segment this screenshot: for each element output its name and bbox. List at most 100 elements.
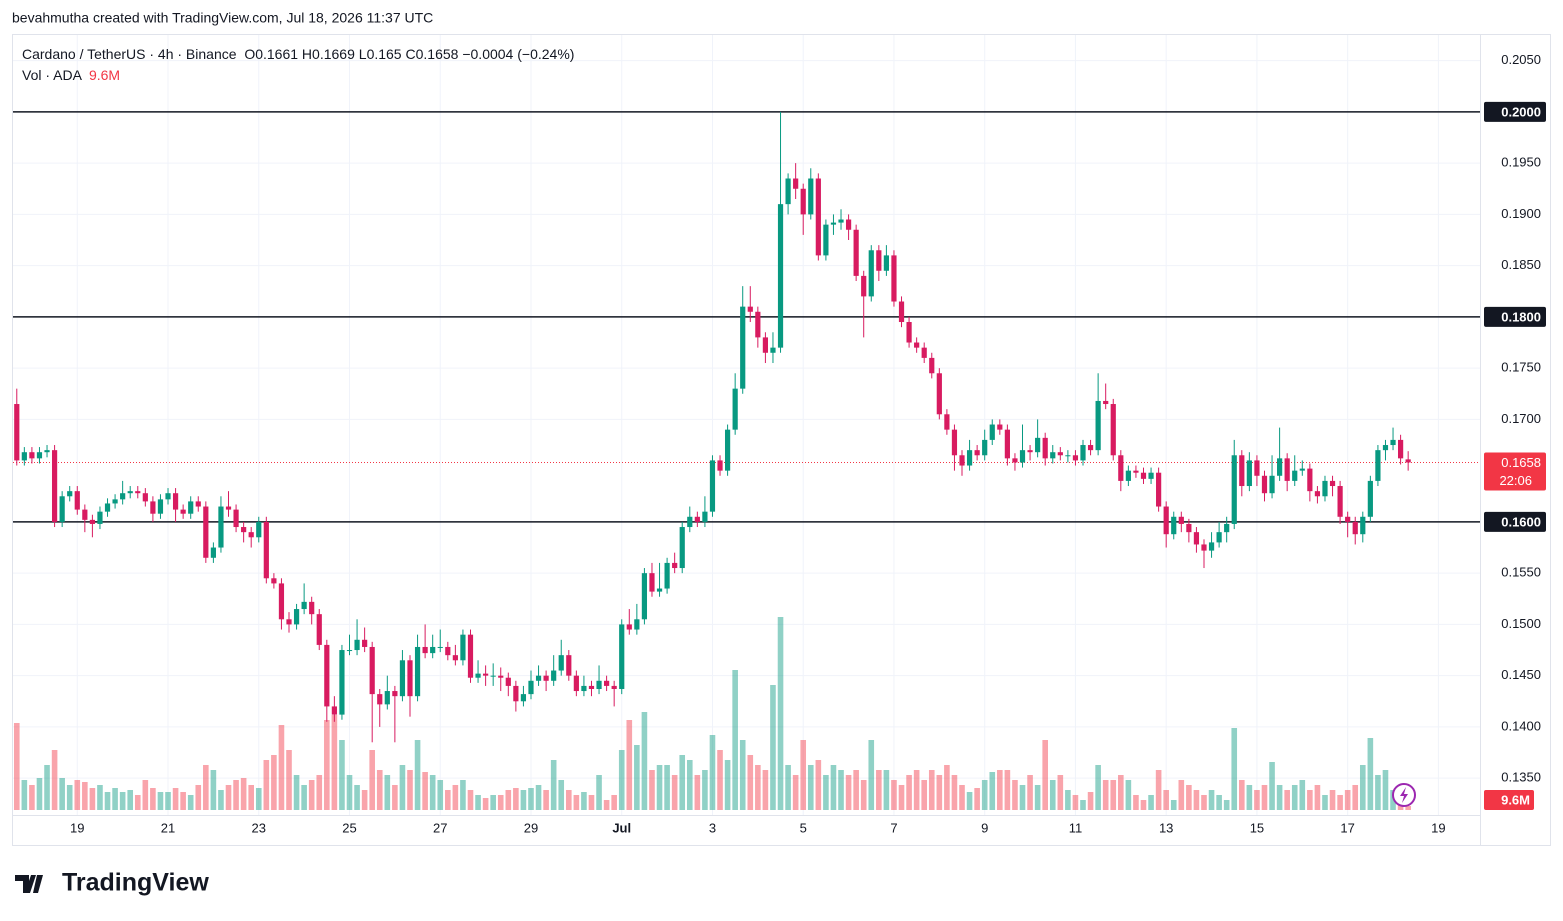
candle-body xyxy=(505,677,511,686)
ohlc-value: 0.1658 xyxy=(415,46,459,62)
candle-body xyxy=(384,691,390,705)
volume-bar xyxy=(59,778,65,810)
x-tick-label: 25 xyxy=(342,820,356,835)
candle-body xyxy=(1140,472,1147,479)
candle-body xyxy=(898,301,905,323)
candle-body xyxy=(309,601,315,615)
volume-bar xyxy=(44,765,50,810)
volume-bar xyxy=(815,760,822,810)
volume-bar xyxy=(709,735,716,810)
candle-body xyxy=(808,178,814,215)
volume-bar xyxy=(1133,795,1139,810)
volume-bar xyxy=(732,670,738,810)
volume-bar xyxy=(271,755,277,810)
candle-body xyxy=(1095,400,1101,451)
candle-body xyxy=(1133,470,1139,473)
candle-body xyxy=(135,491,141,494)
volume-bar xyxy=(316,775,323,810)
candle-body xyxy=(29,452,35,459)
candle-body xyxy=(1246,460,1252,487)
volume-bar xyxy=(66,785,73,810)
candle-body xyxy=(1186,523,1192,533)
volume-bar xyxy=(21,780,28,810)
volume-bar xyxy=(1004,770,1011,810)
volume-bar xyxy=(36,778,43,810)
line-label-box xyxy=(1484,511,1546,532)
volume-bar xyxy=(1405,806,1411,810)
volume-bar xyxy=(777,617,784,810)
legend: Cardano / TetherUS · 4h · Binance O0.166… xyxy=(22,44,574,86)
volume-bar xyxy=(82,782,88,810)
candle-body xyxy=(793,178,799,189)
volume-bar xyxy=(1359,765,1366,810)
candle-body xyxy=(679,527,685,569)
candle-body xyxy=(271,578,277,584)
volume-last-box xyxy=(1484,790,1534,810)
volume-bar xyxy=(286,750,292,810)
ohlc-value: 0.165 xyxy=(366,46,402,62)
candle-body xyxy=(1231,455,1237,524)
volume-bar xyxy=(376,770,383,810)
volume-bar xyxy=(13,723,20,810)
volume-bar xyxy=(429,775,436,810)
candle-body xyxy=(1193,532,1200,545)
y-tick-label: 0.2050 xyxy=(1501,52,1541,67)
ohlc-value: 0.1661 xyxy=(255,46,299,62)
candle-body xyxy=(203,506,209,558)
ohlc-prefix: C xyxy=(405,46,416,62)
alert-icon xyxy=(1392,783,1416,807)
volume-bar xyxy=(1163,790,1169,810)
candle-body xyxy=(1405,459,1411,463)
volume-bar xyxy=(180,792,186,810)
volume-bar xyxy=(641,712,648,810)
candle-body xyxy=(551,670,557,681)
candle-body xyxy=(498,675,504,678)
volume-bar xyxy=(755,765,761,810)
volume-bar xyxy=(944,765,950,810)
volume-bar xyxy=(853,770,859,810)
candle-body xyxy=(982,439,988,456)
candle-body xyxy=(520,694,527,702)
candle-body xyxy=(157,499,164,514)
volume-bar xyxy=(565,790,572,810)
candle-body xyxy=(475,673,481,678)
volume-bar xyxy=(1080,800,1086,810)
y-tick-label: 0.1400 xyxy=(1501,718,1541,733)
volume-bar xyxy=(1019,785,1026,810)
candle-body xyxy=(1307,468,1313,492)
volume-last-label: 9.6M xyxy=(1501,792,1530,807)
change: −0.0004 xyxy=(462,46,514,62)
brand: TradingView xyxy=(62,869,209,897)
volume-bar xyxy=(1065,790,1071,810)
candle-body xyxy=(740,306,746,389)
volume-bar xyxy=(74,780,81,810)
candle-body xyxy=(868,250,874,297)
candle-body xyxy=(936,373,942,415)
candle-body xyxy=(142,493,148,502)
candle-body xyxy=(460,634,466,661)
volume-bar xyxy=(626,720,633,810)
volume-bar xyxy=(233,780,239,810)
volume-bar xyxy=(301,785,307,810)
volume-bar xyxy=(807,765,814,810)
volume-bar xyxy=(1049,780,1056,810)
x-tick-label: 15 xyxy=(1250,820,1264,835)
volume-bar xyxy=(513,788,519,810)
volume-bar xyxy=(686,760,693,810)
volume-bar xyxy=(981,780,988,810)
volume-bar xyxy=(860,780,867,810)
x-tick-label: 3 xyxy=(709,820,716,835)
y-tick-label: 0.1750 xyxy=(1501,360,1541,375)
volume-bar xyxy=(1352,785,1359,810)
candle-body xyxy=(452,655,458,661)
candle-body xyxy=(369,646,375,695)
volume-bar xyxy=(1246,785,1253,810)
volume-bar xyxy=(1012,780,1018,810)
candle-body xyxy=(97,511,103,524)
candle-body xyxy=(687,516,693,528)
volume-bar xyxy=(240,778,247,810)
volume-bar xyxy=(384,775,391,810)
volume-bar xyxy=(898,785,905,810)
volume-bar xyxy=(1254,790,1260,810)
volume-bar xyxy=(263,760,270,810)
